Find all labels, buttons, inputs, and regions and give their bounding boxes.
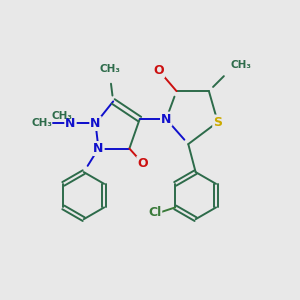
Text: CH₃: CH₃ xyxy=(230,60,251,70)
Text: Cl: Cl xyxy=(148,206,161,219)
Text: CH₃: CH₃ xyxy=(31,118,52,128)
Text: CH₃: CH₃ xyxy=(100,64,121,74)
Text: N: N xyxy=(90,117,101,130)
Text: CH₃: CH₃ xyxy=(52,111,73,121)
Text: O: O xyxy=(154,64,164,77)
Text: N: N xyxy=(65,117,76,130)
Text: O: O xyxy=(137,157,148,170)
Text: N: N xyxy=(161,112,171,126)
Text: S: S xyxy=(213,116,222,128)
Text: N: N xyxy=(93,142,104,155)
